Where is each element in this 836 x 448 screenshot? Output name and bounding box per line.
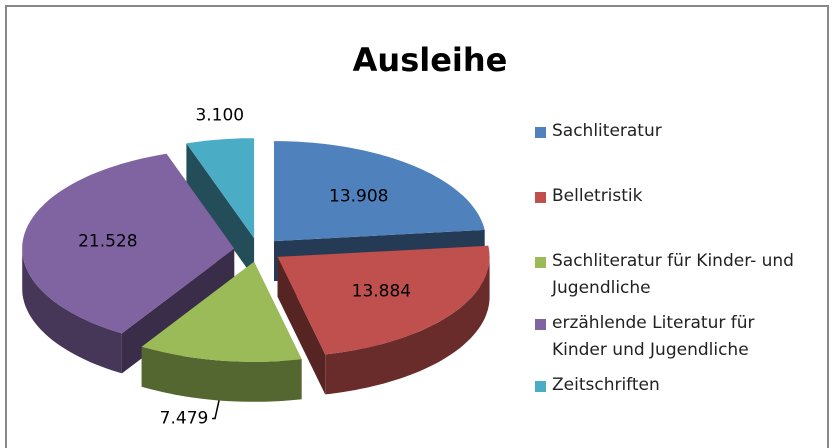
data-label: 13.884 <box>352 282 411 302</box>
legend-label: Sachliteratur für Kinder- und Jugendlich… <box>552 251 794 298</box>
legend-label: Zeitschriften <box>552 375 660 395</box>
data-label: 13.908 <box>329 186 388 206</box>
legend-label: erzählende Literatur für Kinder und Juge… <box>552 313 755 360</box>
legend-swatch <box>535 192 546 203</box>
data-label: 7.479 <box>160 408 209 428</box>
data-label: 3.100 <box>195 105 244 125</box>
data-labels: 13.908 13.884 7.479 21.528 3.100 <box>78 105 411 428</box>
pie-tops <box>22 138 490 362</box>
leader-line <box>212 400 220 420</box>
legend-item: Sachliteratur <box>532 118 802 145</box>
pie-slice <box>141 261 302 362</box>
pie-cut-face <box>186 143 255 279</box>
legend-swatch <box>535 127 546 138</box>
legend-swatch <box>535 381 546 392</box>
pie-side <box>325 256 490 395</box>
pie-slice <box>274 141 485 242</box>
pie-slice <box>22 153 235 334</box>
pie-slice <box>186 138 255 239</box>
legend-label: Sachliteratur <box>552 121 662 141</box>
chart-title: Ausleihe <box>353 41 508 79</box>
legend-item: Sachliteratur für Kinder- und Jugendlich… <box>532 248 802 302</box>
legend-item: Belletristik <box>532 183 802 210</box>
pie-side <box>141 346 302 402</box>
legend-swatch <box>535 319 546 330</box>
legend-item: erzählende Literatur für Kinder und Juge… <box>532 310 802 364</box>
pie-cut-face <box>277 256 326 395</box>
legend-label: Belletristik <box>552 186 643 206</box>
pie-side <box>22 248 122 374</box>
legend-swatch <box>535 257 546 268</box>
pie-slice <box>277 245 490 355</box>
legend: Sachliteratur Belletristik Sachliteratur f… <box>532 118 802 399</box>
data-label: 21.528 <box>78 232 137 252</box>
legend-item: Zeitschriften <box>532 372 802 399</box>
